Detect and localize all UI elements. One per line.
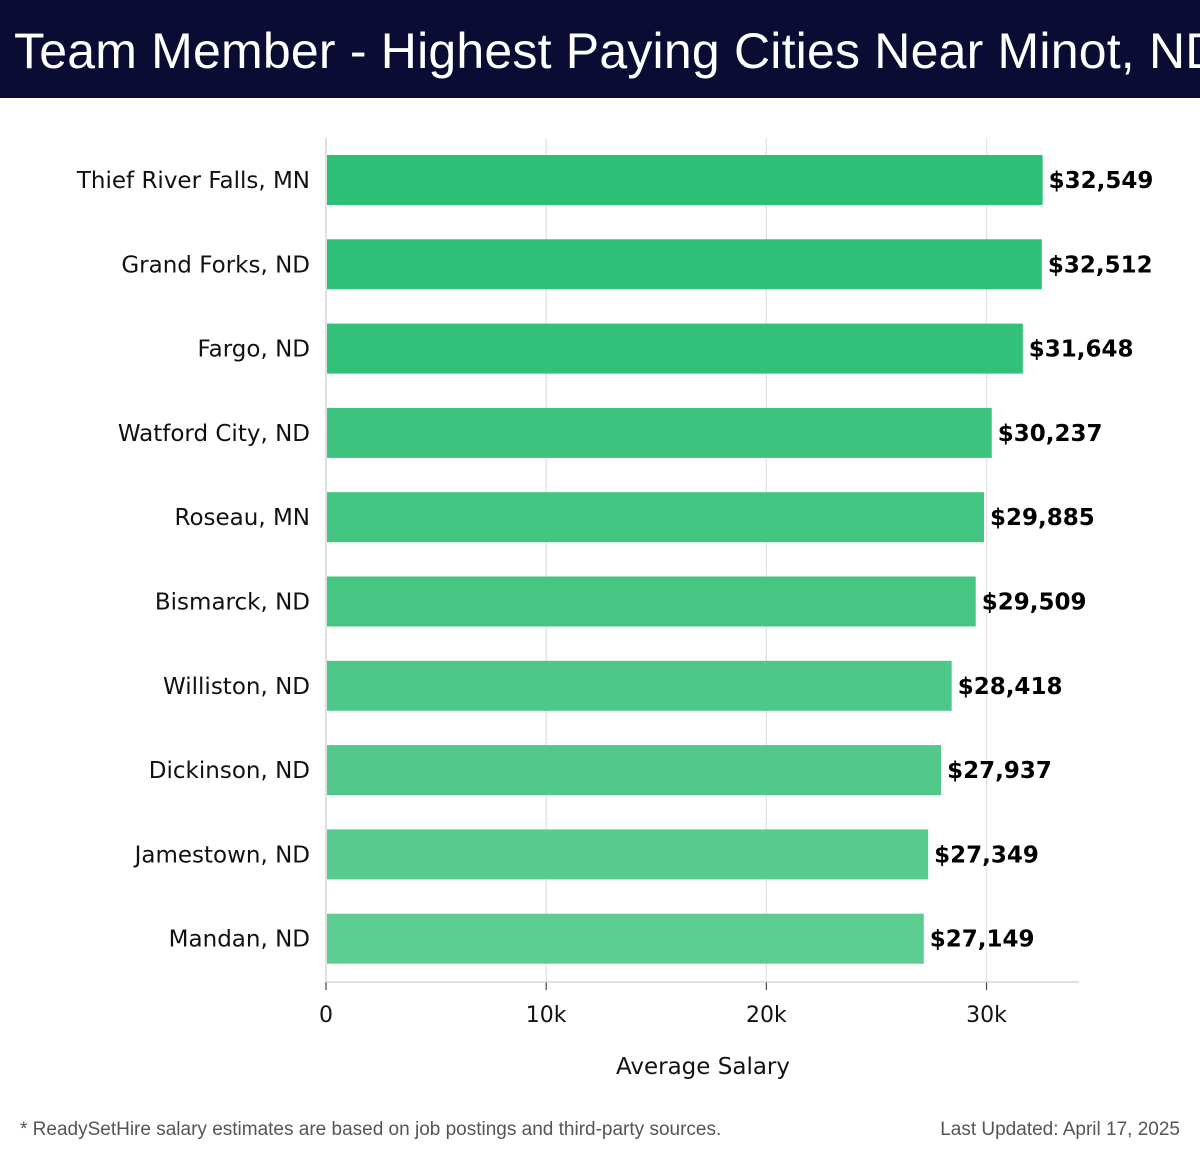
category-label: Watford City, ND <box>118 421 310 447</box>
bar <box>327 155 1043 205</box>
x-tick-label: 10k <box>526 1003 567 1028</box>
value-label: $32,512 <box>1048 252 1153 278</box>
x-tick-label: 30k <box>966 1003 1007 1028</box>
category-label: Roseau, MN <box>175 505 311 531</box>
x-tick-label: 0 <box>319 1003 333 1028</box>
category-label: Grand Forks, ND <box>121 252 310 278</box>
value-label: $27,937 <box>947 758 1052 784</box>
category-label: Jamestown, ND <box>133 842 310 868</box>
bar <box>327 323 1023 374</box>
value-label: $28,418 <box>958 674 1063 700</box>
bar <box>327 829 929 880</box>
footnote: * ReadySetHire salary estimates are base… <box>20 1119 722 1140</box>
value-label: $30,237 <box>998 421 1103 447</box>
bars: Thief River Falls, MN $32,549 Grand Forks,… <box>76 155 1154 964</box>
bar <box>327 407 992 458</box>
value-label: $32,549 <box>1049 168 1154 194</box>
last-updated: Last Updated: April 17, 2025 <box>940 1119 1180 1140</box>
bar <box>327 576 976 627</box>
value-label: $27,149 <box>930 927 1035 953</box>
axes: 0 10k 20k 30k <box>319 138 1079 1028</box>
header-banner: Team Member - Highest Paying Cities Near… <box>0 0 1200 98</box>
value-label: $29,885 <box>990 505 1095 531</box>
value-label: $31,648 <box>1029 337 1134 363</box>
bar <box>327 239 1042 290</box>
category-label: Dickinson, ND <box>149 758 310 784</box>
value-label: $29,509 <box>982 590 1087 616</box>
bar <box>327 913 924 964</box>
bar-chart: Thief River Falls, MN $32,549 Grand Forks,… <box>76 138 1154 1080</box>
category-label: Williston, ND <box>163 674 310 700</box>
x-axis-title: Average Salary <box>616 1054 790 1080</box>
category-label: Thief River Falls, MN <box>76 168 310 194</box>
value-label: $27,349 <box>934 842 1039 868</box>
category-label: Fargo, ND <box>198 337 310 363</box>
category-label: Mandan, ND <box>169 927 310 953</box>
bar <box>327 492 984 543</box>
x-tick-label: 20k <box>746 1003 787 1028</box>
chart-title: Team Member - Highest Paying Cities Near… <box>14 23 1200 79</box>
bar <box>327 745 942 796</box>
category-label: Bismarck, ND <box>155 590 310 616</box>
bar <box>327 660 952 711</box>
